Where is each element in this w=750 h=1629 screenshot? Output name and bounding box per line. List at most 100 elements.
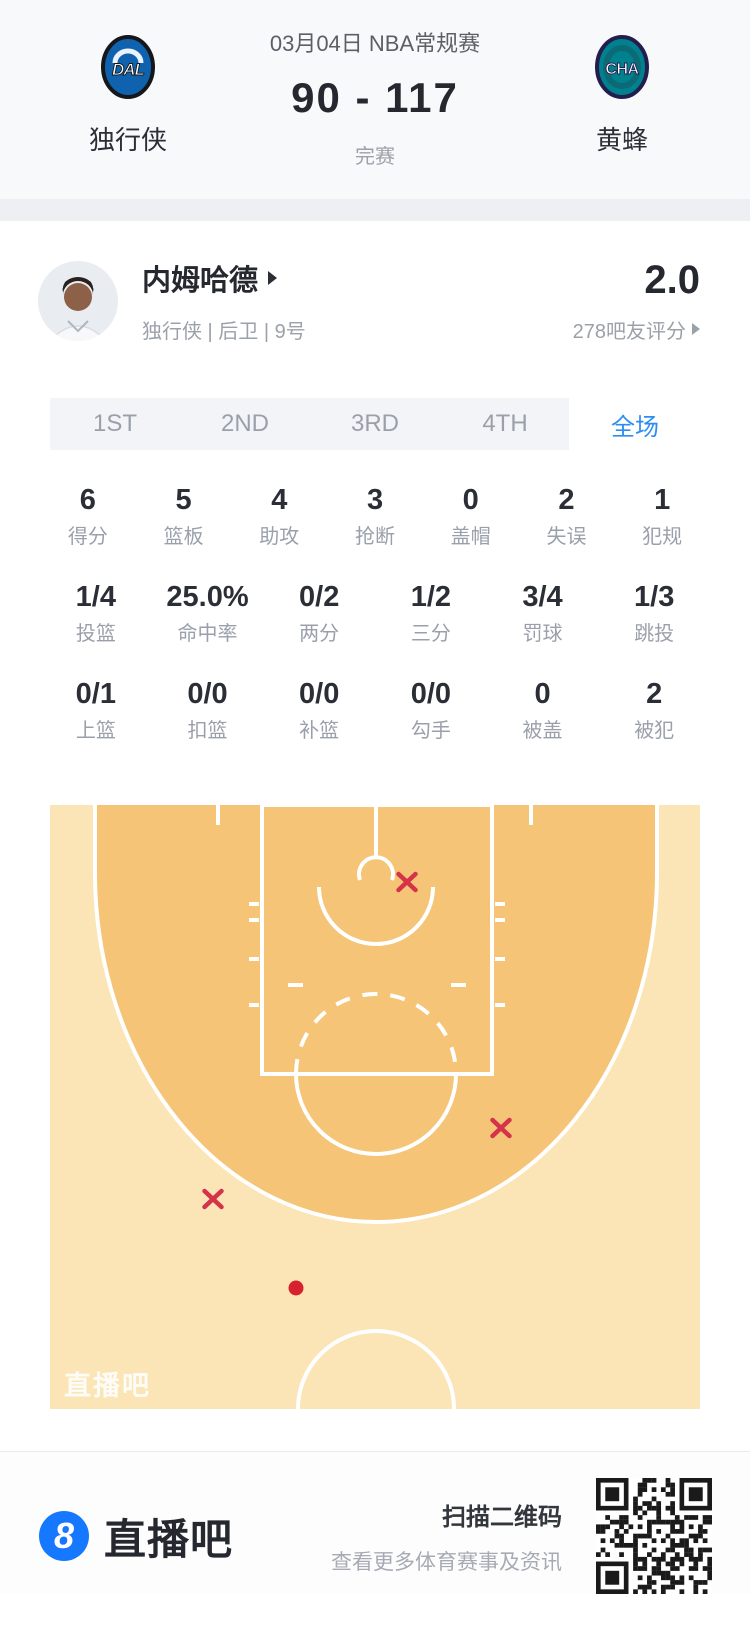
- dal-team-logo-icon: DAL: [101, 35, 155, 99]
- stat-value: 1/3: [634, 581, 675, 613]
- stat-value: 25.0%: [166, 581, 249, 613]
- player-stats: 6 得分 5 篮板 4 助攻 3 抢断 0 盖帽 2 失误 1 犯规 1/4 投篮 25.0% 命中率 0/2 两分 1…: [0, 484, 750, 742]
- stat-被盖: 0 被盖: [487, 678, 599, 742]
- stat-value: 1: [654, 484, 671, 516]
- stat-上篮: 0/1 上篮: [40, 678, 152, 742]
- stat-得分: 6 得分: [40, 484, 136, 548]
- scoreboard: DAL 独行侠 03月04日 NBA常规赛 90 - 117 完赛 CHA 黄蜂: [0, 0, 750, 199]
- qr-code: [596, 1478, 712, 1594]
- stat-value: 4: [271, 484, 288, 516]
- stat-value: 0/1: [75, 678, 116, 710]
- section-divider: [0, 199, 750, 221]
- svg-text:CHA: CHA: [605, 61, 639, 78]
- stat-补篮: 0/0 补篮: [263, 678, 375, 742]
- stat-value: 6: [79, 484, 96, 516]
- stat-命中率: 25.0% 命中率: [152, 581, 264, 645]
- home-team-name: 独行侠: [88, 125, 167, 155]
- stat-勾手: 0/0 勾手: [375, 678, 487, 742]
- stat-value: 0: [534, 678, 551, 710]
- stat-罚球: 3/4 罚球: [487, 581, 599, 645]
- stat-value: 5: [175, 484, 192, 516]
- stat-value: 0/0: [299, 678, 340, 710]
- stat-抢断: 3 抢断: [327, 484, 423, 548]
- rating-votes-label: 278吧友评分: [572, 320, 686, 343]
- stat-label: 篮板: [163, 526, 204, 548]
- stat-label: 被犯: [634, 720, 675, 742]
- rating-votes-link[interactable]: 278吧友评分: [573, 315, 700, 344]
- stat-label: 两分: [299, 623, 340, 645]
- stat-value: 0/0: [187, 678, 228, 710]
- qr-subtitle: 查看更多体育赛事及资讯: [331, 1550, 562, 1574]
- svg-text:8: 8: [54, 1515, 74, 1556]
- court-paint-zone: [95, 805, 657, 1222]
- stat-value: 1/4: [75, 581, 116, 613]
- stat-label: 失误: [546, 526, 587, 548]
- tab-4TH[interactable]: 4TH: [482, 410, 528, 437]
- footer: 8 直播吧 扫描二维码 查看更多体育赛事及资讯: [0, 1451, 750, 1594]
- stat-扣篮: 0/0 扣篮: [152, 678, 264, 742]
- stat-篮板: 5 篮板: [136, 484, 232, 548]
- match-status: 完赛: [355, 146, 395, 168]
- stat-label: 勾手: [410, 720, 451, 742]
- stat-value: 3: [366, 484, 384, 516]
- stat-两分: 0/2 两分: [263, 581, 375, 645]
- stat-助攻: 4 助攻: [231, 484, 327, 548]
- player-name: 内姆哈德: [142, 265, 259, 297]
- stat-label: 助攻: [259, 526, 300, 548]
- stat-value: 3/4: [522, 581, 563, 613]
- tab-1ST[interactable]: 1ST: [92, 410, 137, 437]
- stat-投篮: 1/4 投篮: [40, 581, 152, 645]
- shot-miss-marker: [202, 1188, 224, 1210]
- match-score: 90 - 117: [291, 74, 459, 121]
- shot-miss-marker: [396, 871, 418, 893]
- brand-name: 直播吧: [104, 1515, 234, 1563]
- stat-label: 得分: [67, 526, 108, 548]
- player-avatar[interactable]: [38, 260, 118, 341]
- stat-label: 扣篮: [187, 720, 228, 742]
- player-meta: 独行侠 | 后卫 | 9号: [142, 321, 306, 343]
- match-date-competition: 03月04日 NBA常规赛: [269, 31, 481, 56]
- stats-row: 1/4 投篮 25.0% 命中率 0/2 两分 1/2 三分 3/4 罚球 1/3 跳投: [40, 581, 710, 645]
- stat-value: 2: [558, 484, 575, 516]
- stats-row: 6 得分 5 篮板 4 助攻 3 抢断 0 盖帽 2 失误 1 犯规: [40, 484, 710, 548]
- stat-三分: 1/2 三分: [375, 581, 487, 645]
- quarter-tab-bar: 1ST 2ND 3RD 4TH 全场: [50, 398, 700, 450]
- player-card: 内姆哈德 独行侠 | 后卫 | 9号 2.0 278吧友评分: [0, 221, 750, 354]
- stat-label: 补篮: [299, 720, 340, 742]
- tab-3RD[interactable]: 3RD: [350, 410, 399, 437]
- brand: 8 直播吧: [38, 1506, 233, 1567]
- stat-label: 命中率: [177, 623, 238, 645]
- stat-label: 罚球: [522, 623, 563, 645]
- qr-title: 扫描二维码: [442, 1503, 562, 1531]
- stat-value: 0: [462, 484, 479, 516]
- stat-跳投: 1/3 跳投: [598, 581, 710, 645]
- tab-全场[interactable]: 全场: [570, 398, 700, 450]
- court-watermark: 直播吧: [64, 1371, 151, 1401]
- court-lines: [93, 805, 659, 1409]
- stats-row: 0/1 上篮 0/0 扣篮 0/0 补篮 0/0 勾手 0 被盖 2 被犯: [40, 678, 710, 742]
- shot-chart: 直播吧: [50, 805, 700, 1409]
- stat-value: 0/0: [410, 678, 452, 710]
- stat-label: 上篮: [75, 720, 116, 742]
- stat-label: 被盖: [522, 720, 563, 742]
- stat-value: 1/2: [410, 581, 452, 613]
- cha-team-logo-icon: CHA: [595, 35, 649, 99]
- stat-失误: 2 失误: [519, 484, 615, 548]
- stat-value: 2: [646, 678, 663, 710]
- caret-right-icon: [268, 271, 278, 285]
- tab-2ND[interactable]: 2ND: [220, 410, 269, 437]
- stat-label: 犯规: [642, 526, 683, 548]
- stat-被犯: 2 被犯: [598, 678, 710, 742]
- stat-犯规: 1 犯规: [614, 484, 710, 548]
- shot-miss-marker: [490, 1117, 512, 1139]
- away-team[interactable]: CHA 黄蜂: [494, 26, 750, 157]
- stat-label: 投篮: [75, 623, 116, 645]
- away-team-name: 黄蜂: [595, 125, 648, 155]
- stat-value: 0/2: [299, 581, 340, 613]
- stat-盖帽: 0 盖帽: [423, 484, 519, 548]
- player-rating: 2.0: [644, 257, 700, 302]
- player-name-link[interactable]: 内姆哈德: [142, 257, 306, 299]
- home-team[interactable]: DAL 独行侠: [0, 26, 256, 157]
- zhibo8-logo-icon: 8: [39, 1511, 89, 1561]
- stat-label: 抢断: [355, 526, 396, 548]
